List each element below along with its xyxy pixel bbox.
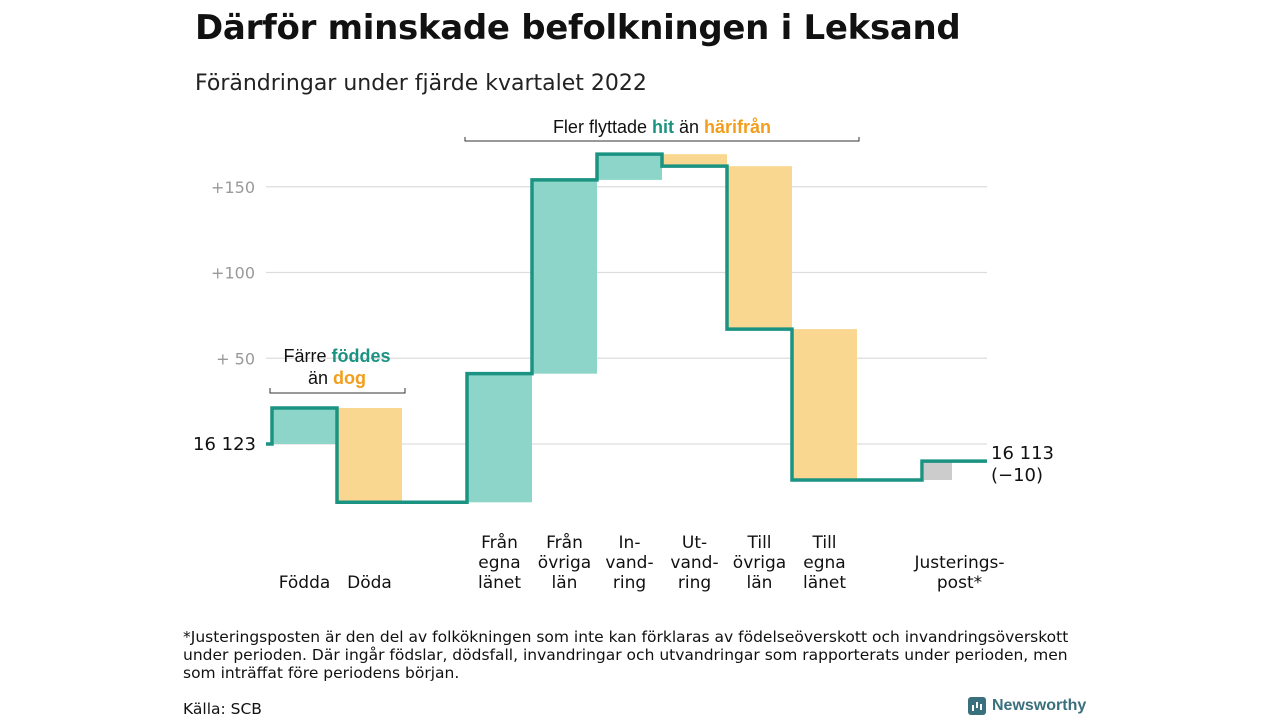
category-label: Födda	[279, 573, 331, 593]
waterfall-bar	[662, 154, 727, 167]
start-value-label: 16 123	[193, 434, 256, 455]
category-label: post*	[937, 573, 982, 593]
category-label: vand-	[670, 553, 718, 573]
waterfall-bar	[532, 179, 597, 374]
waterfall-bar	[272, 407, 337, 444]
end-value-label: 16 113	[991, 443, 1054, 464]
category-label: länet	[478, 573, 521, 593]
annotation-span: dog	[333, 368, 366, 388]
brand-name: Newsworthy	[992, 697, 1087, 714]
category-label: egna	[803, 553, 845, 573]
category-label: ring	[678, 573, 711, 593]
annotation-span: föddes	[332, 346, 391, 366]
annotation-bracket	[269, 388, 406, 394]
category-label: län	[552, 573, 578, 593]
annotation-span: Fler flyttade	[553, 117, 652, 137]
annotation-span: härifrån	[704, 117, 771, 137]
category-label: Döda	[347, 573, 392, 593]
waterfall-bar	[337, 407, 402, 503]
chart-subtitle: Förändringar under fjärde kvartalet 2022	[195, 71, 647, 96]
category-label: egna	[478, 553, 520, 573]
annotation-bracket	[464, 137, 860, 142]
footnote: *Justeringsposten är den del av folkökni…	[183, 628, 1069, 682]
category-label: Från	[546, 532, 583, 553]
annotation-births-deaths: Färre föddes	[283, 346, 390, 366]
newsworthy-logo-icon	[968, 697, 986, 715]
waterfall-bar	[597, 154, 662, 180]
category-label: Justerings-	[913, 553, 1004, 573]
newsworthy-logo: Newsworthy	[968, 697, 1086, 715]
annotation-migration: Fler flyttade hit än härifrån	[553, 117, 771, 137]
category-label: ring	[613, 573, 646, 593]
category-label: länet	[803, 573, 846, 593]
y-tick-label: + 50	[216, 349, 255, 368]
category-label: vand-	[605, 553, 653, 573]
category-label: In-	[619, 533, 641, 553]
cumulative-step-line	[266, 152, 987, 505]
category-label: Från	[481, 532, 518, 553]
y-tick-label: +150	[211, 178, 255, 197]
waterfall-bar	[792, 329, 857, 481]
annotation-span: Färre	[283, 346, 331, 366]
source-label: Källa: SCB	[183, 700, 262, 718]
category-label: övriga	[538, 553, 591, 573]
category-label: övriga	[733, 553, 786, 573]
category-label: län	[747, 573, 773, 593]
waterfall-bar	[727, 166, 792, 330]
category-label: Ut-	[682, 533, 707, 553]
annotation-span: hit	[652, 117, 674, 137]
waterfall-bar	[924, 461, 952, 481]
y-tick-label: +100	[211, 264, 255, 283]
chart-title: Därför minskade befolkningen i Leksand	[195, 8, 961, 48]
category-label: Till	[811, 533, 836, 553]
annotation-births-deaths: än dog	[308, 368, 366, 388]
category-label: Till	[746, 533, 771, 553]
waterfall-bar	[467, 373, 532, 503]
annotation-span: än	[674, 117, 704, 137]
annotation-span: än	[308, 368, 333, 388]
end-change-label: (−10)	[991, 465, 1043, 486]
